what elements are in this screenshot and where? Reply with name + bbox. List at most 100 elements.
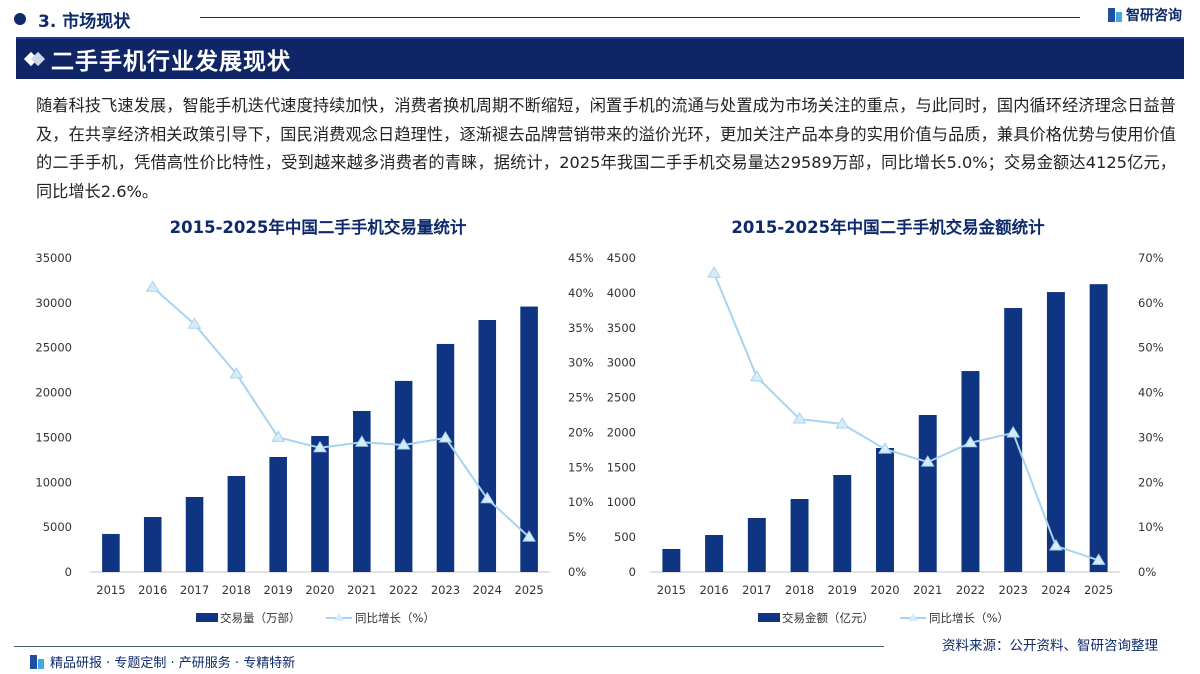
brand-logo-icon [1108,8,1122,22]
x-tick-label: 2017 [742,583,771,597]
y2-tick-label: 45% [568,251,594,265]
x-tick-label: 2023 [431,583,460,597]
y2-tick-label: 50% [1138,341,1164,355]
bar-2018 [227,476,246,572]
y2-tick-label: 30% [1138,430,1164,444]
bar-2023 [1004,308,1023,572]
y-tick-label: 1000 [607,495,636,509]
y-tick-label: 30000 [35,296,72,310]
bar-2020 [876,448,894,572]
growth-marker-2020 [313,440,327,453]
y-tick-label: 20000 [35,386,72,400]
y2-tick-label: 40% [568,286,594,300]
y-tick-label: 0 [629,565,636,579]
x-tick-label: 2019 [828,583,857,597]
growth-marker-2022 [963,435,978,448]
growth-marker-2020 [878,442,892,454]
bullet-dot-icon [14,13,26,25]
growth-marker-2016 [145,280,160,292]
x-tick-label: 2016 [138,583,167,597]
bar-2017 [185,496,204,572]
bar-2015 [102,533,120,572]
y2-tick-label: 15% [568,460,594,474]
growth-marker-2021 [354,435,369,447]
x-tick-label: 2024 [1041,583,1070,597]
legend-triangle-icon [908,613,918,621]
bar-2024 [478,319,497,572]
x-tick-label: 2022 [956,583,985,597]
footer-tagline: 精品研报 · 专题定制 · 产研服务 · 专精特新 [30,652,295,671]
chart-title-amount: 2015-2025年中国二手手机交易金额统计 [731,218,1045,237]
y2-tick-label: 0% [568,565,586,579]
bar-2018 [790,499,809,572]
bar-2016 [705,535,724,572]
top-divider [200,17,1080,18]
y-tick-label: 4500 [607,251,636,265]
y2-tick-label: 60% [1138,296,1164,310]
y-tick-label: 4000 [607,286,636,300]
y2-tick-label: 10% [568,495,594,509]
y2-tick-label: 20% [1138,475,1164,489]
y-tick-label: 10000 [35,475,72,489]
y2-tick-label: 30% [568,356,594,370]
growth-marker-2021 [920,455,935,467]
growth-marker-2017 [187,317,202,329]
y2-tick-label: 40% [1138,386,1164,400]
y-tick-label: 0 [65,565,72,579]
legend-triangle-icon [334,613,344,621]
y-tick-label: 2500 [607,391,636,405]
x-tick-label: 2020 [870,583,899,597]
intro-paragraph: 随着科技飞速发展，智能手机迭代速度持续加快，消费者换机周期不断缩短，闲置手机的流… [36,96,1176,201]
growth-marker-2018 [792,412,807,424]
bar-2019 [833,475,852,572]
source-note: 资料来源：公开资料、智研咨询整理 [942,638,1158,654]
bar-2022 [394,380,413,572]
growth-marker-2025 [1091,553,1106,565]
x-tick-label: 2016 [699,583,728,597]
y-tick-label: 500 [614,530,636,544]
volume-chart: 0 5000 10000 15000 20000 25000 30000 35000 0% 5% 1… [35,251,594,625]
x-tick-label: 2021 [347,583,376,597]
bar-2021 [918,415,937,572]
bar-2021 [353,410,371,572]
legend-bar-swatch [196,613,218,622]
x-tick-label: 2021 [913,583,942,597]
brand-name: 智研咨询 [1126,8,1182,24]
y-tick-label: 35000 [35,251,72,265]
x-tick-label: 2018 [785,583,814,597]
y-tick-label: 15000 [35,430,72,444]
y2-tick-label: 35% [568,321,594,335]
growth-marker-2019 [271,430,286,442]
growth-marker-2024 [480,491,495,504]
chart-title-volume: 2015-2025年中国二手手机交易量统计 [169,218,467,237]
growth-marker-2022 [396,438,411,450]
x-tick-label: 2022 [389,583,418,597]
bar-2023 [436,343,455,572]
bar-2016 [143,517,162,572]
y2-tick-label: 10% [1138,520,1164,534]
growth-marker-2024 [1049,539,1063,551]
growth-line [713,272,1099,562]
amount-chart: 0 500 1000 1500 2000 2500 3000 3500 4000 4500 0% 10… [607,251,1164,625]
growth-marker-2016 [707,266,721,278]
y-tick-label: 3000 [607,356,636,370]
x-tick-label: 2015 [96,583,125,597]
growth-marker-2023 [1006,425,1021,438]
diamond-icon [23,51,46,67]
y-tick-label: 5000 [43,520,72,534]
section-title: 3. 市场现状 [38,11,131,32]
x-tick-label: 2024 [473,583,502,597]
bar-2022 [961,371,980,572]
legend-bar-label: 交易量（万部） [220,611,301,625]
bar-2025 [520,306,538,572]
legend-line-label: 同比增长（%） [355,611,435,625]
x-tick-label: 2023 [999,583,1028,597]
y2-tick-label: 70% [1138,251,1164,265]
x-tick-label: 2025 [1084,583,1113,597]
y2-tick-label: 0% [1138,565,1156,579]
legend-line-label: 同比增长（%） [929,611,1009,625]
y2-tick-label: 25% [568,391,594,405]
section-header: 3. 市场现状 [14,4,130,34]
bar-2024 [1046,292,1065,572]
brand-logo: 智研咨询 [1108,5,1182,25]
